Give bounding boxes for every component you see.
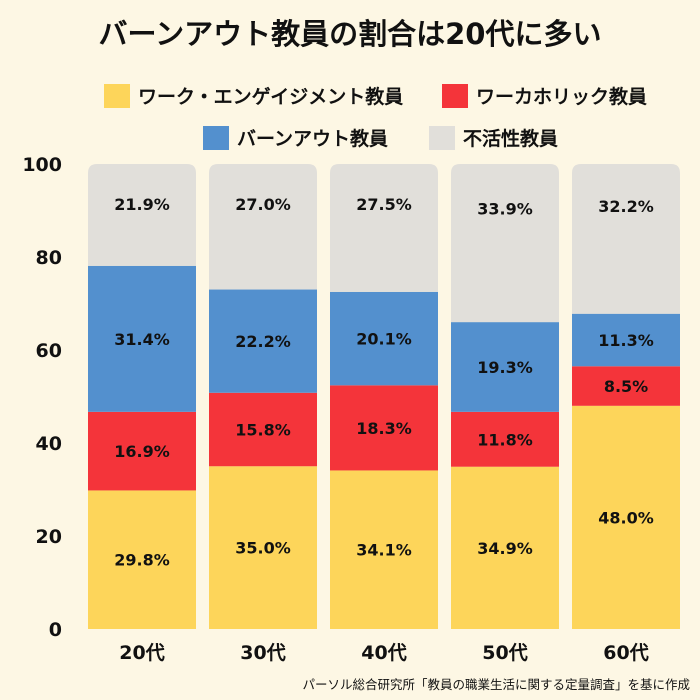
bar-engagement-20代: [88, 490, 196, 629]
legend-label-workaholic: ワーカホリック教員: [476, 85, 647, 108]
bar-engagement-50代: [451, 466, 559, 629]
legend-label-engagement: ワーク・エンゲイジメント教員: [138, 85, 403, 108]
data-label-inactive-20代: 21.9%: [114, 195, 170, 214]
data-label-workaholic-60代: 8.5%: [604, 377, 648, 396]
bar-inactive-50代: [451, 164, 559, 323]
legend-swatch-burnout: [203, 126, 229, 150]
bar-inactive-40代: [330, 164, 438, 292]
x-category-label-30代: 30代: [240, 642, 285, 664]
y-tick-label-0: 0: [49, 619, 62, 641]
data-label-inactive-50代: 33.9%: [477, 200, 533, 219]
chart-title: バーンアウト教員の割合は20代に多い: [99, 17, 602, 51]
legend-label-burnout: バーンアウト教員: [237, 127, 388, 150]
bar-engagement-30代: [209, 466, 317, 629]
bar-workaholic-20代: [88, 411, 196, 491]
y-tick-label-60: 60: [36, 340, 62, 362]
data-label-inactive-30代: 27.0%: [235, 195, 291, 214]
bar-workaholic-50代: [451, 411, 559, 467]
data-label-engagement-50代: 34.9%: [477, 539, 533, 558]
bar-inactive-60代: [572, 164, 680, 314]
source-note: パーソル総合研究所「教員の職業生活に関する定量調査」を基に作成: [302, 677, 690, 692]
plot-area: 0 20 40 60 80 100 29.8% 16.9% 31.4% 21.9% 20代 35.0%…: [22, 154, 680, 664]
bar-workaholic-60代: [572, 366, 680, 406]
x-category-label-50代: 50代: [482, 642, 527, 664]
bar-workaholic-30代: [209, 392, 317, 467]
y-tick-label-40: 40: [36, 433, 62, 455]
bar-inactive-30代: [209, 164, 317, 290]
data-label-engagement-60代: 48.0%: [598, 508, 654, 527]
y-tick-label-20: 20: [36, 526, 62, 548]
bar-burnout-60代: [572, 313, 680, 367]
x-category-label-20代: 20代: [119, 642, 164, 664]
data-label-burnout-20代: 31.4%: [114, 330, 170, 349]
data-label-burnout-60代: 11.3%: [598, 331, 654, 350]
data-label-engagement-30代: 35.0%: [235, 539, 291, 558]
bar-engagement-60代: [572, 405, 680, 629]
data-label-workaholic-50代: 11.8%: [477, 430, 533, 449]
data-label-burnout-30代: 22.2%: [235, 332, 291, 351]
data-label-workaholic-40代: 18.3%: [356, 419, 412, 438]
data-label-engagement-20代: 29.8%: [114, 551, 170, 570]
data-label-workaholic-20代: 16.9%: [114, 442, 170, 461]
bar-burnout-50代: [451, 322, 559, 412]
data-label-inactive-60代: 32.2%: [598, 197, 654, 216]
bar-workaholic-40代: [330, 385, 438, 471]
data-label-inactive-40代: 27.5%: [356, 195, 412, 214]
legend-swatch-workaholic: [442, 84, 468, 108]
y-tick-label-80: 80: [36, 247, 62, 269]
y-tick-label-100: 100: [22, 154, 62, 176]
legend-label-inactive: 不活性教員: [463, 127, 558, 150]
data-label-workaholic-30代: 15.8%: [235, 421, 291, 440]
data-label-burnout-40代: 20.1%: [356, 330, 412, 349]
bar-burnout-30代: [209, 289, 317, 393]
legend-swatch-inactive: [429, 126, 455, 150]
x-category-label-40代: 40代: [361, 642, 406, 664]
bar-burnout-20代: [88, 265, 196, 412]
data-label-engagement-40代: 34.1%: [356, 541, 412, 560]
legend-swatch-engagement: [104, 84, 130, 108]
data-label-burnout-50代: 19.3%: [477, 358, 533, 377]
bar-burnout-40代: [330, 291, 438, 386]
x-category-label-60代: 60代: [603, 642, 648, 664]
bar-inactive-20代: [88, 164, 196, 266]
bar-engagement-40代: [330, 470, 438, 629]
